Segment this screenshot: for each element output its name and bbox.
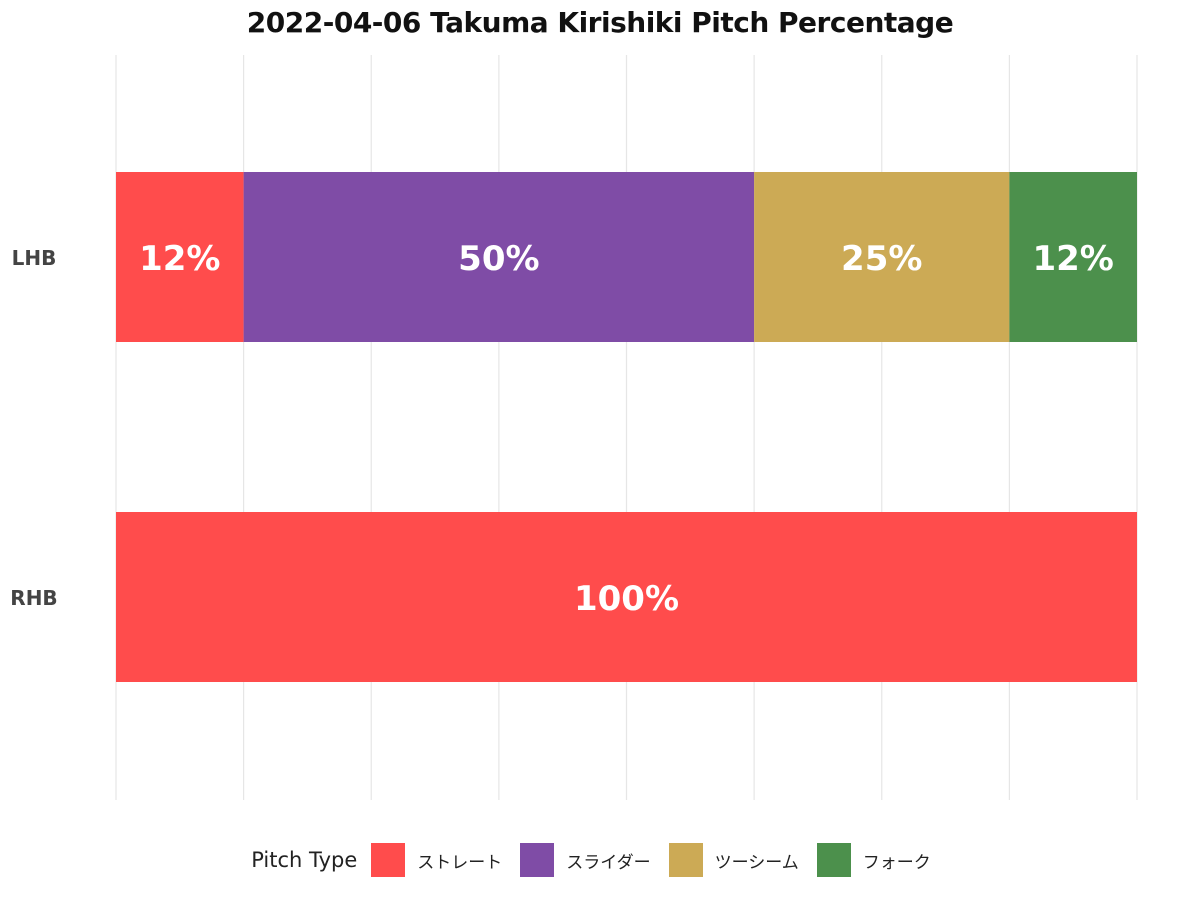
bar-labels: 12% 50% 25% 12% 100%: [139, 239, 1114, 619]
y-axis-tick-labels: LHB RHB: [10, 246, 57, 610]
bar-lhb-series-3: [1009, 172, 1137, 342]
legend-item-3: フォーク: [816, 843, 931, 877]
data-label-lhb-series-1: 50%: [458, 239, 539, 279]
legend-label: ストレート: [417, 852, 503, 873]
legend-item-2: ツーシーム: [668, 843, 799, 877]
y-tick-label-lhb: LHB: [12, 246, 57, 270]
chart-plot-area: 12% 50% 25% 12% 100% LHB RHB: [10, 55, 1138, 800]
legend-item-0: ストレート: [371, 843, 502, 877]
data-label-lhb-series-3: 12%: [1032, 239, 1113, 279]
legend-item-1: スライダー: [520, 843, 651, 877]
bar-rhb-series-0: [116, 512, 1137, 682]
legend-title: Pitch Type: [251, 848, 358, 872]
bar-lhb-series-1: [243, 172, 755, 342]
legend: Pitch Type ストレート スライダー ツーシーム フォーク: [0, 840, 1200, 880]
legend-swatch: [371, 843, 406, 877]
data-label-lhb-series-0: 12%: [139, 239, 220, 279]
legend-swatch: [668, 843, 703, 877]
data-label-rhb-series-0: 100%: [574, 579, 679, 619]
bars: [116, 172, 1137, 682]
legend-swatch: [816, 843, 851, 877]
chart-title: 2022-04-06 Takuma Kirishiki Pitch Percen…: [246, 6, 954, 39]
data-label-lhb-series-2: 25%: [841, 239, 922, 279]
legend-items: ストレート スライダー ツーシーム フォーク: [371, 843, 948, 877]
legend-swatch: [520, 843, 555, 877]
legend-label: ツーシーム: [714, 852, 799, 873]
bar-lhb-series-0: [116, 172, 244, 342]
bar-lhb-series-2: [754, 172, 1010, 342]
grid-lines: [115, 55, 1138, 800]
legend-label: フォーク: [862, 852, 931, 873]
legend-label: スライダー: [566, 852, 651, 873]
y-tick-label-rhb: RHB: [10, 586, 57, 610]
